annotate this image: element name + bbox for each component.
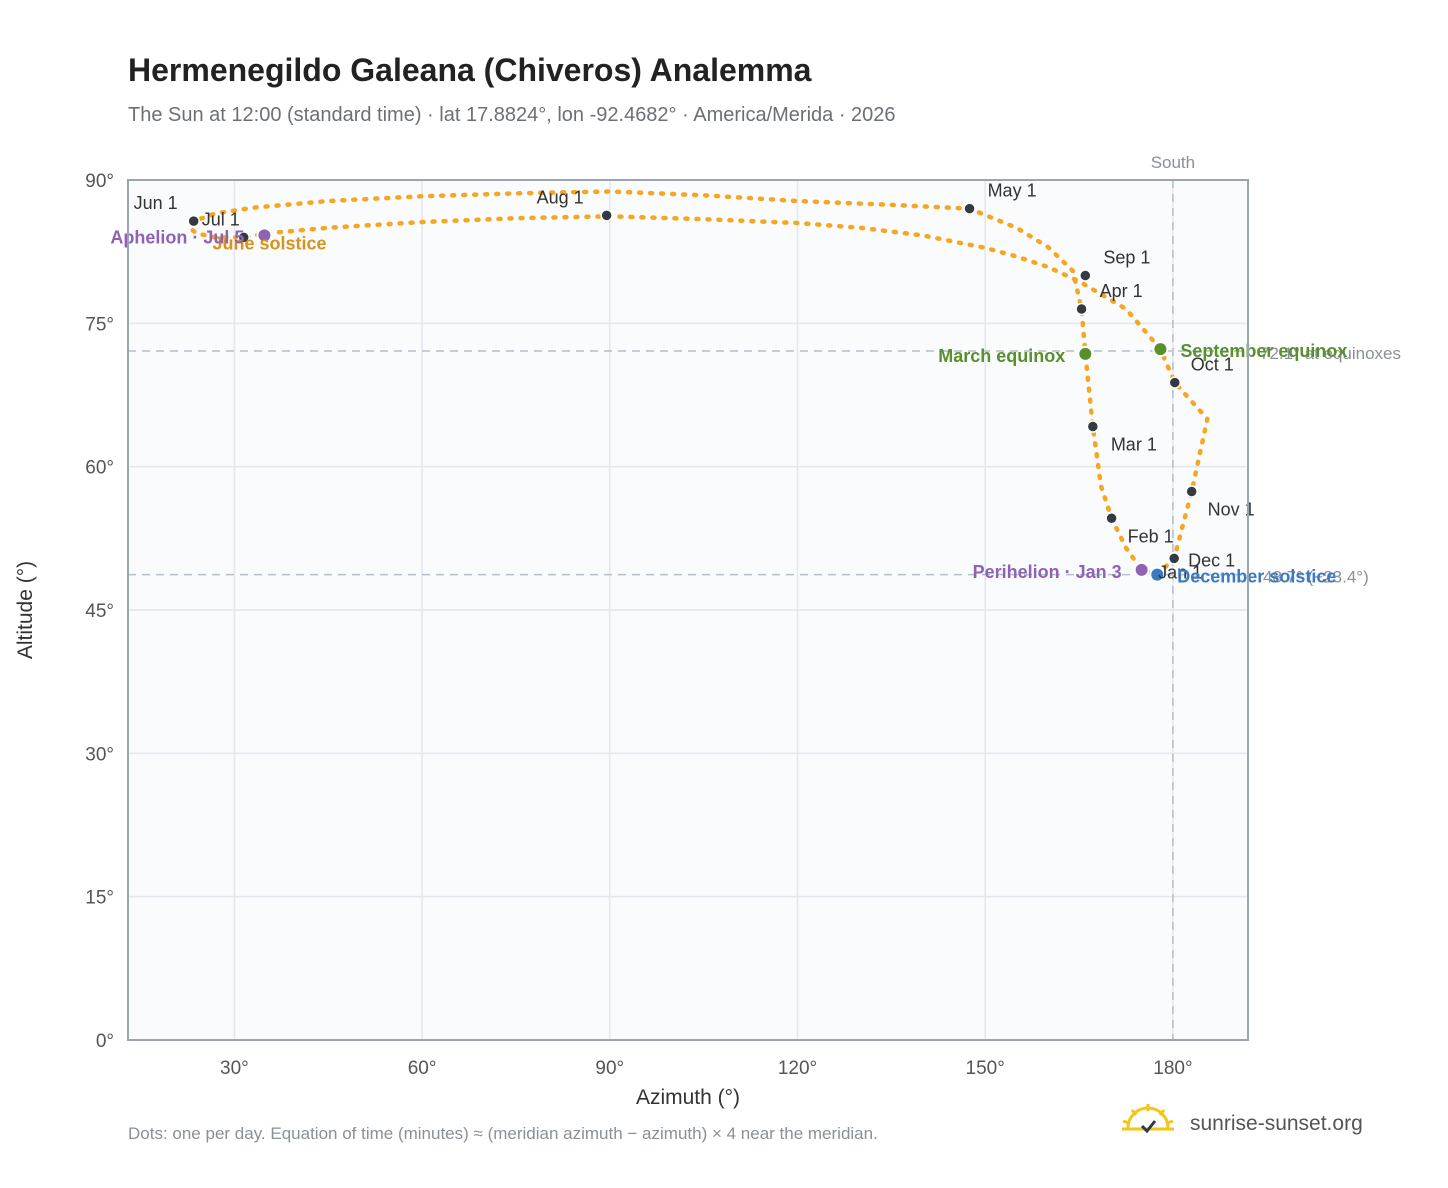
month-marker: [1185, 485, 1198, 498]
month-label: Jul 1: [202, 209, 240, 229]
month-label: Mar 1: [1111, 435, 1157, 455]
month-label: Jun 1: [134, 193, 178, 213]
daily-sun-positions: [187, 189, 1210, 577]
sun-logo-icon: [1122, 1104, 1174, 1134]
month-label: Nov 1: [1208, 500, 1255, 520]
month-marker: [963, 202, 976, 215]
y-tick-label: 15°: [85, 888, 114, 909]
month-label: Feb 1: [1128, 526, 1174, 546]
brand-name: sunrise-sunset.org: [1190, 1112, 1363, 1135]
brand-logo[interactable]: sunrise-sunset.org: [1120, 1102, 1390, 1146]
x-tick-label: 180°: [1153, 1058, 1192, 1079]
month-label: Aug 1: [537, 187, 584, 207]
event-marker: [1133, 561, 1150, 578]
x-axis-title: Azimuth (°): [636, 1086, 740, 1109]
x-tick-label: 60°: [408, 1058, 437, 1079]
month-label: Oct 1: [1191, 355, 1234, 375]
y-tick-label: 60°: [85, 458, 114, 479]
month-label: Apr 1: [1100, 281, 1143, 301]
month-marker: [1079, 269, 1092, 282]
event-label: December solstice: [1177, 567, 1336, 587]
month-marker: [1086, 420, 1100, 433]
y-tick-label: 75°: [85, 314, 114, 335]
y-axis-title: Altitude (°): [14, 561, 37, 659]
event-marker: [1152, 341, 1169, 358]
month-marker: [1105, 512, 1118, 525]
month-marker: [187, 214, 200, 228]
month-label: Jan 1: [1158, 562, 1202, 582]
x-tick-label: 90°: [595, 1058, 624, 1079]
y-tick-label: 90°: [85, 171, 114, 192]
x-tick-label: 150°: [966, 1058, 1005, 1079]
x-tick-label: 30°: [220, 1058, 249, 1079]
month-label: Dec 1: [1188, 550, 1235, 570]
chart-title: Hermenegildo Galeana (Chiveros) Analemma: [128, 52, 812, 88]
y-tick-label: 30°: [85, 744, 114, 765]
event-label: June solstice: [212, 233, 326, 253]
reference-line-label: 48.7° (−23.4°): [1263, 568, 1369, 587]
x-tick-label: 120°: [778, 1058, 817, 1079]
month-marker: [600, 209, 613, 222]
event-marker: [256, 227, 273, 244]
month-label: Sep 1: [1103, 248, 1150, 268]
y-tick-label: 45°: [85, 601, 114, 622]
event-label: March equinox: [938, 346, 1065, 366]
month-marker: [1075, 302, 1088, 316]
event-marker: [1077, 345, 1094, 362]
y-tick-label: 0°: [96, 1031, 114, 1052]
event-marker: [1149, 566, 1166, 583]
event-label: Aphelion · Jul 5: [110, 227, 244, 247]
meridian-label: South: [1151, 153, 1195, 172]
chart-footnote: Dots: one per day. Equation of time (min…: [128, 1124, 878, 1143]
event-label: September equinox: [1180, 341, 1347, 361]
chart-subtitle: The Sun at 12:00 (standard time) · lat 1…: [128, 104, 896, 126]
plot-frame: [127, 179, 1249, 1041]
month-label: May 1: [988, 181, 1037, 201]
reference-line-label: 72.1° at equinoxes: [1260, 344, 1401, 363]
event-label: Perihelion · Jan 3: [973, 562, 1122, 582]
month-marker: [1168, 376, 1182, 389]
month-marker: [1167, 552, 1181, 565]
month-marker: [237, 231, 251, 244]
